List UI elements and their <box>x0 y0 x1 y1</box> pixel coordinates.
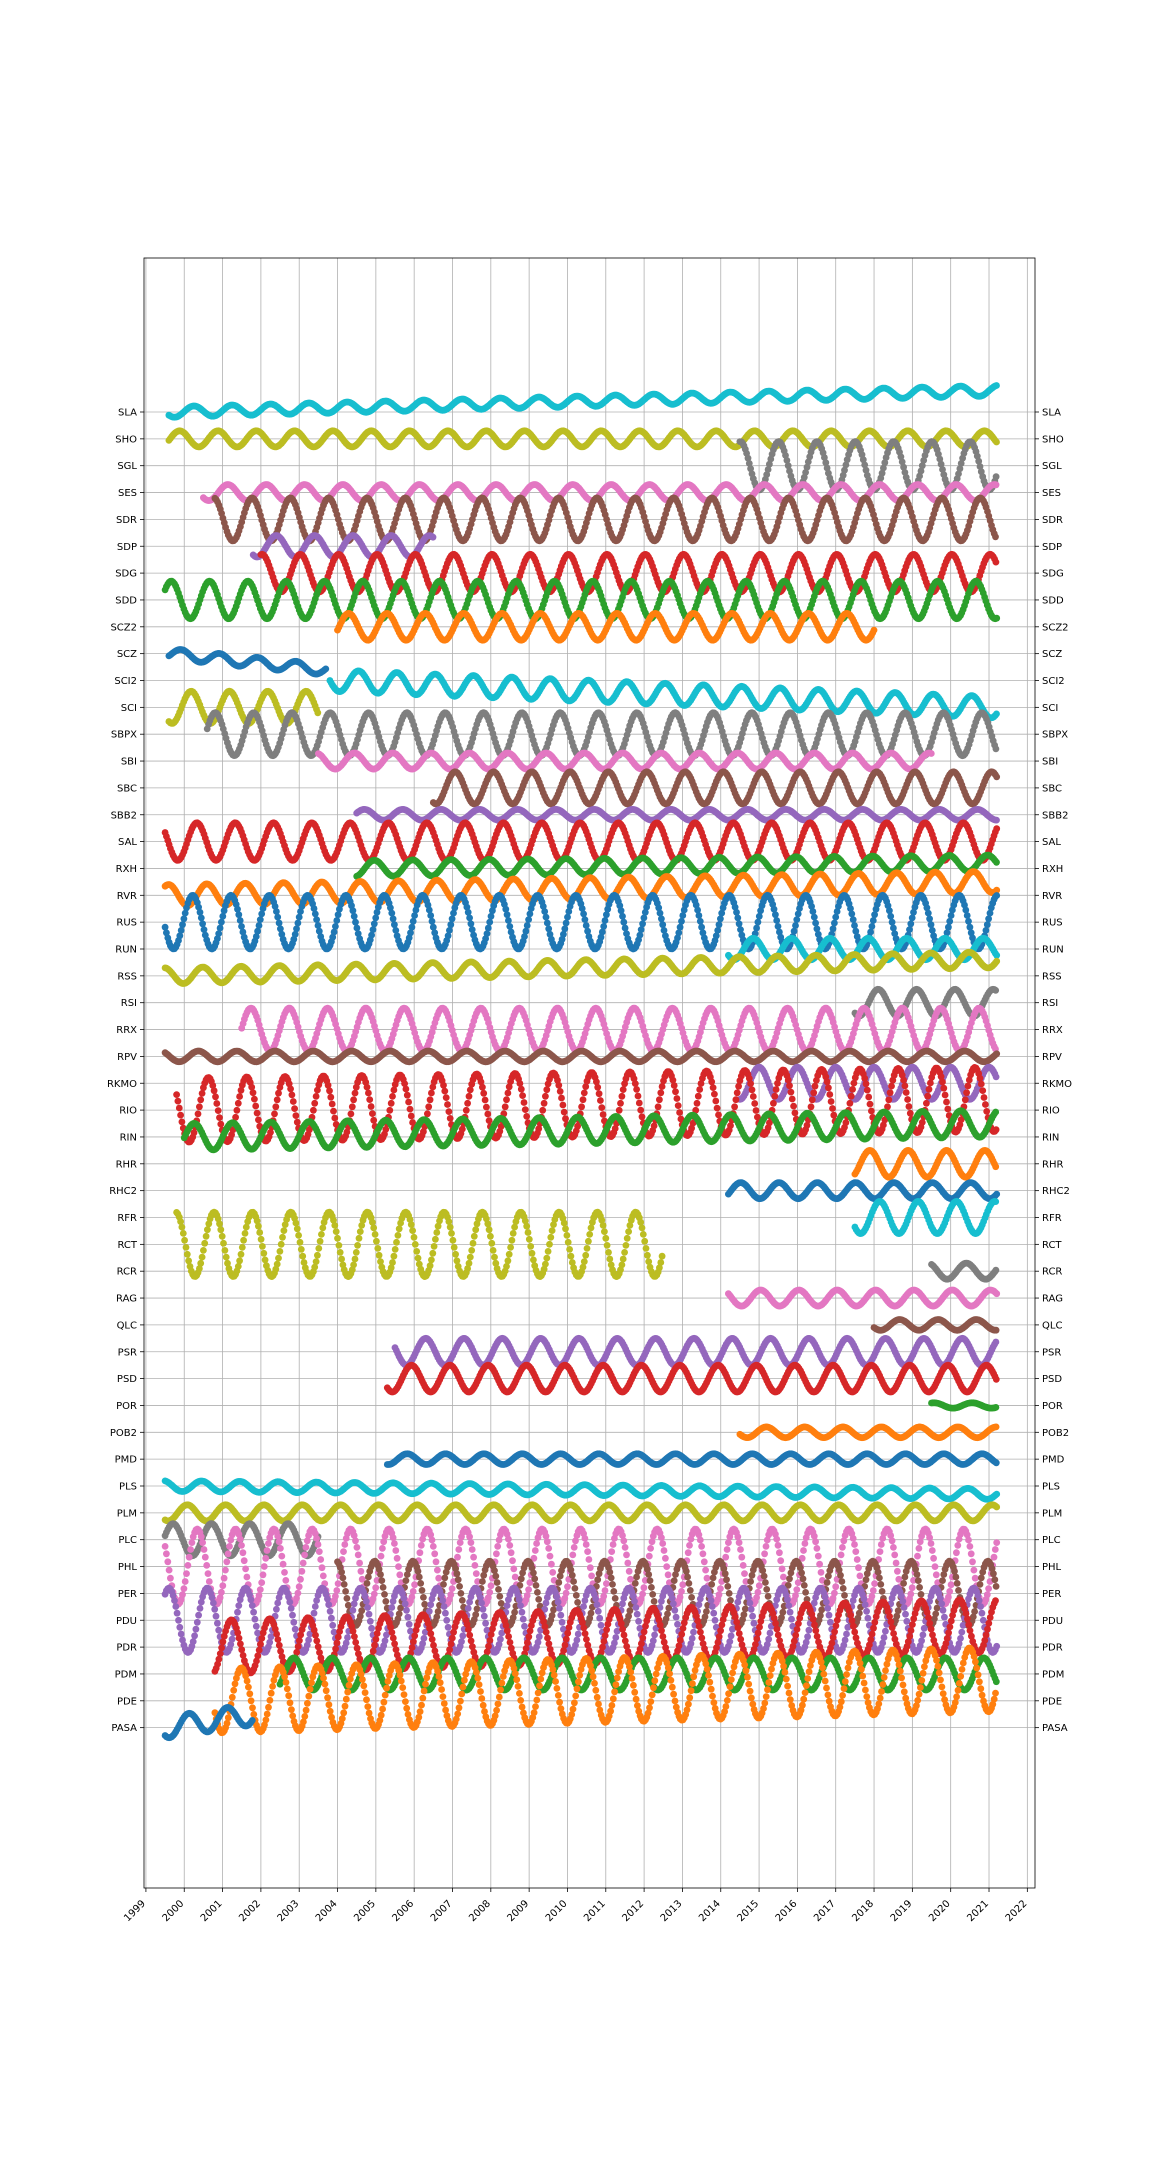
series-scz <box>165 646 330 678</box>
series-sci2 <box>326 667 1000 722</box>
data-point <box>992 481 1000 489</box>
data-point <box>992 473 1000 481</box>
data-point <box>870 626 878 634</box>
data-point <box>429 533 437 541</box>
data-point <box>992 558 1000 566</box>
data-point <box>993 614 1001 622</box>
series-layer <box>161 382 1001 1742</box>
data-point <box>322 665 330 673</box>
data-point <box>993 438 1000 446</box>
data-point <box>992 533 999 541</box>
series-sla <box>165 382 1000 421</box>
data-point <box>993 382 1000 389</box>
